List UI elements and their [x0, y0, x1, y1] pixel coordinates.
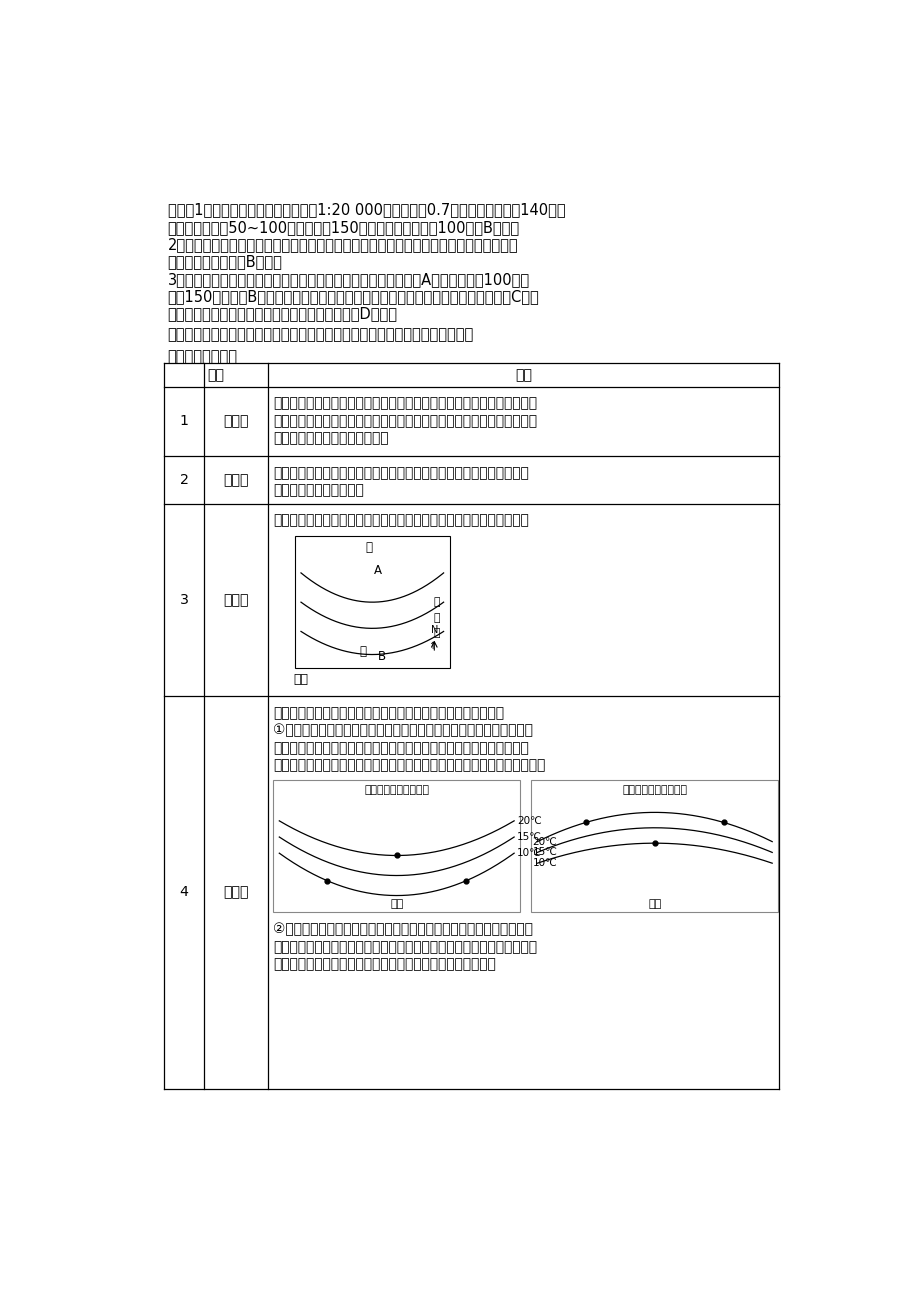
Text: 4: 4 [179, 885, 188, 900]
Text: 压线越密的地方，风越大: 压线越密的地方，风越大 [273, 483, 363, 497]
Text: 可知，己点最合适，B正确。: 可知，己点最合适，B正确。 [167, 254, 282, 270]
Text: B: B [377, 650, 385, 663]
Text: 20℃: 20℃ [532, 837, 557, 846]
Text: 看图名: 看图名 [223, 414, 248, 428]
Text: 高: 高 [433, 613, 439, 624]
Text: 弯曲部分气温较两侧低: 弯曲部分气温较两侧低 [364, 785, 429, 796]
Text: 方向: 方向 [293, 673, 308, 686]
Text: 工程建设沿线要注意预断层、防滑坡等地质灾害，D正确。: 工程建设沿线要注意预断层、防滑坡等地质灾害，D正确。 [167, 306, 397, 322]
Text: 高值指向低值。若箭头向中心辐合，则等值线弯曲处与两侧相比为低值: 高值指向低值。若箭头向中心辐合，则等值线弯曲处与两侧相比为低值 [273, 741, 528, 755]
Text: 区；若箭头向外围辐散，则等值线弯曲处与两侧相比为高值区。（如下图）: 区；若箭头向外围辐散，则等值线弯曲处与两侧相比为高值区。（如下图） [273, 758, 545, 772]
Text: 看走向: 看走向 [223, 592, 248, 607]
Text: 步骤: 步骤 [207, 368, 224, 381]
Text: 若切点数值大于其他点的数值，则该处为高值区。（如下图）: 若切点数值大于其他点的数值，则该处为高值区。（如下图） [273, 957, 495, 971]
Text: 【思路点拨】熟悉等高线地形图判断的一般方法是解题的关键，本题难度不大。: 【思路点拨】熟悉等高线地形图判断的一般方法是解题的关键，本题难度不大。 [167, 327, 473, 342]
Text: 等太阳高度线和等太阳辐射线等: 等太阳高度线和等太阳辐射线等 [273, 431, 388, 445]
Bar [294, 536, 449, 668]
Text: 上其他点的数值大小。若切点数值小于其他点的数值，则该处为低值区；: 上其他点的数值大小。若切点数值小于其他点的数值，则该处为低值区； [273, 940, 537, 954]
Text: 1: 1 [179, 414, 188, 428]
Text: 15℃: 15℃ [532, 848, 557, 858]
Text: 上、150米以下，B错；在庚点不可以观察到乙点，因为中间有一个山头阻挡了视线，C错；: 上、150米以下，B错；在庚点不可以观察到乙点，因为中间有一个山头阻挡了视线，C… [167, 289, 539, 305]
Text: 3题，甲、乙处的水可汇入图中库区，丙、丁两地不能汇入水库，A错；只有甲在100米以: 3题，甲、乙处的水可汇入图中库区，丙、丁两地不能汇入水库，A错；只有甲在100米… [167, 272, 529, 286]
Text: 如等高距一定时，等高线愈密则坡度愈陡，水流愈急；同一幅图中，等: 如等高距一定时，等高线愈密则坡度愈陡，水流愈急；同一幅图中，等 [273, 466, 528, 480]
Text: 流: 流 [359, 644, 366, 658]
Text: 弯曲部分气温较两侧高: 弯曲部分气温较两侧高 [621, 785, 686, 796]
Text: 说明: 说明 [515, 368, 531, 381]
Text: 解析：1题，根据题目可知，比例尺为1:20 000，图上距离0.7厘米，所以坝长为140米。: 解析：1题，根据题目可知，比例尺为1:20 000，图上距离0.7厘米，所以坝长… [167, 202, 564, 217]
Text: 等: 等 [433, 628, 439, 638]
Text: 15℃: 15℃ [516, 832, 541, 842]
Text: 读图名明确等值线图所要反映的地理事物，即等高线、等压线、等温线、: 读图名明确等值线图所要反映的地理事物，即等高线、等压线、等温线、 [273, 397, 537, 410]
Text: 坝低海拔高度在50~100米，坝顶为150米，所以坝高最大为100米，B正确。: 坝低海拔高度在50~100米，坝顶为150米，所以坝高最大为100米，B正确。 [167, 220, 519, 234]
Text: ②切线法：在等值线弯曲最大处作某条等值线的切线，比较切点与切线: ②切线法：在等值线弯曲最大处作某条等值线的切线，比较切点与切线 [273, 923, 532, 936]
Text: 线: 线 [433, 598, 439, 607]
Text: 10℃: 10℃ [532, 858, 557, 868]
Text: 10℃: 10℃ [516, 848, 541, 858]
Text: ①垂线法：在等值线图上弯曲最大处的两侧作各等值线的垂线，方向从: ①垂线法：在等值线图上弯曲最大处的两侧作各等值线的垂线，方向从 [273, 724, 532, 737]
Text: 确定弯曲部分为高值区还是低值区，一般采用垂线法和切线法：: 确定弯曲部分为高值区还是低值区，一般采用垂线法和切线法： [273, 706, 504, 720]
Text: 3: 3 [179, 592, 188, 607]
Text: 2: 2 [179, 473, 188, 487]
Text: 切线: 切线 [648, 900, 661, 909]
Text: 2题，如果要在图中区域建一个火情监测点，则该地为海拔最高而且通视条件良好，结合图: 2题，如果要在图中区域建一个火情监测点，则该地为海拔最高而且通视条件良好，结合图 [167, 237, 517, 253]
Text: 河: 河 [366, 542, 372, 555]
Text: 如等高线弯曲方向为地形走向，如下图中等高线的弯曲方向就是水流的: 如等高线弯曲方向为地形走向，如下图中等高线的弯曲方向就是水流的 [273, 513, 528, 527]
Text: 看疏密: 看疏密 [223, 473, 248, 487]
Text: N: N [430, 625, 437, 634]
Text: 20℃: 20℃ [516, 816, 541, 825]
Text: 等降水量线、等盐度线、等人口密度线、等震线、等时线、等潜水位线、: 等降水量线、等盐度线、等人口密度线、等震线、等时线、等潜水位线、 [273, 414, 537, 428]
Text: 等值线的判读方法: 等值线的判读方法 [167, 349, 237, 363]
Bar [273, 780, 520, 913]
Text: ↑: ↑ [428, 641, 437, 651]
Bar [530, 780, 777, 913]
Text: A: A [373, 565, 381, 577]
Text: 切线: 切线 [390, 900, 403, 909]
Text: 看弯曲: 看弯曲 [223, 885, 248, 900]
